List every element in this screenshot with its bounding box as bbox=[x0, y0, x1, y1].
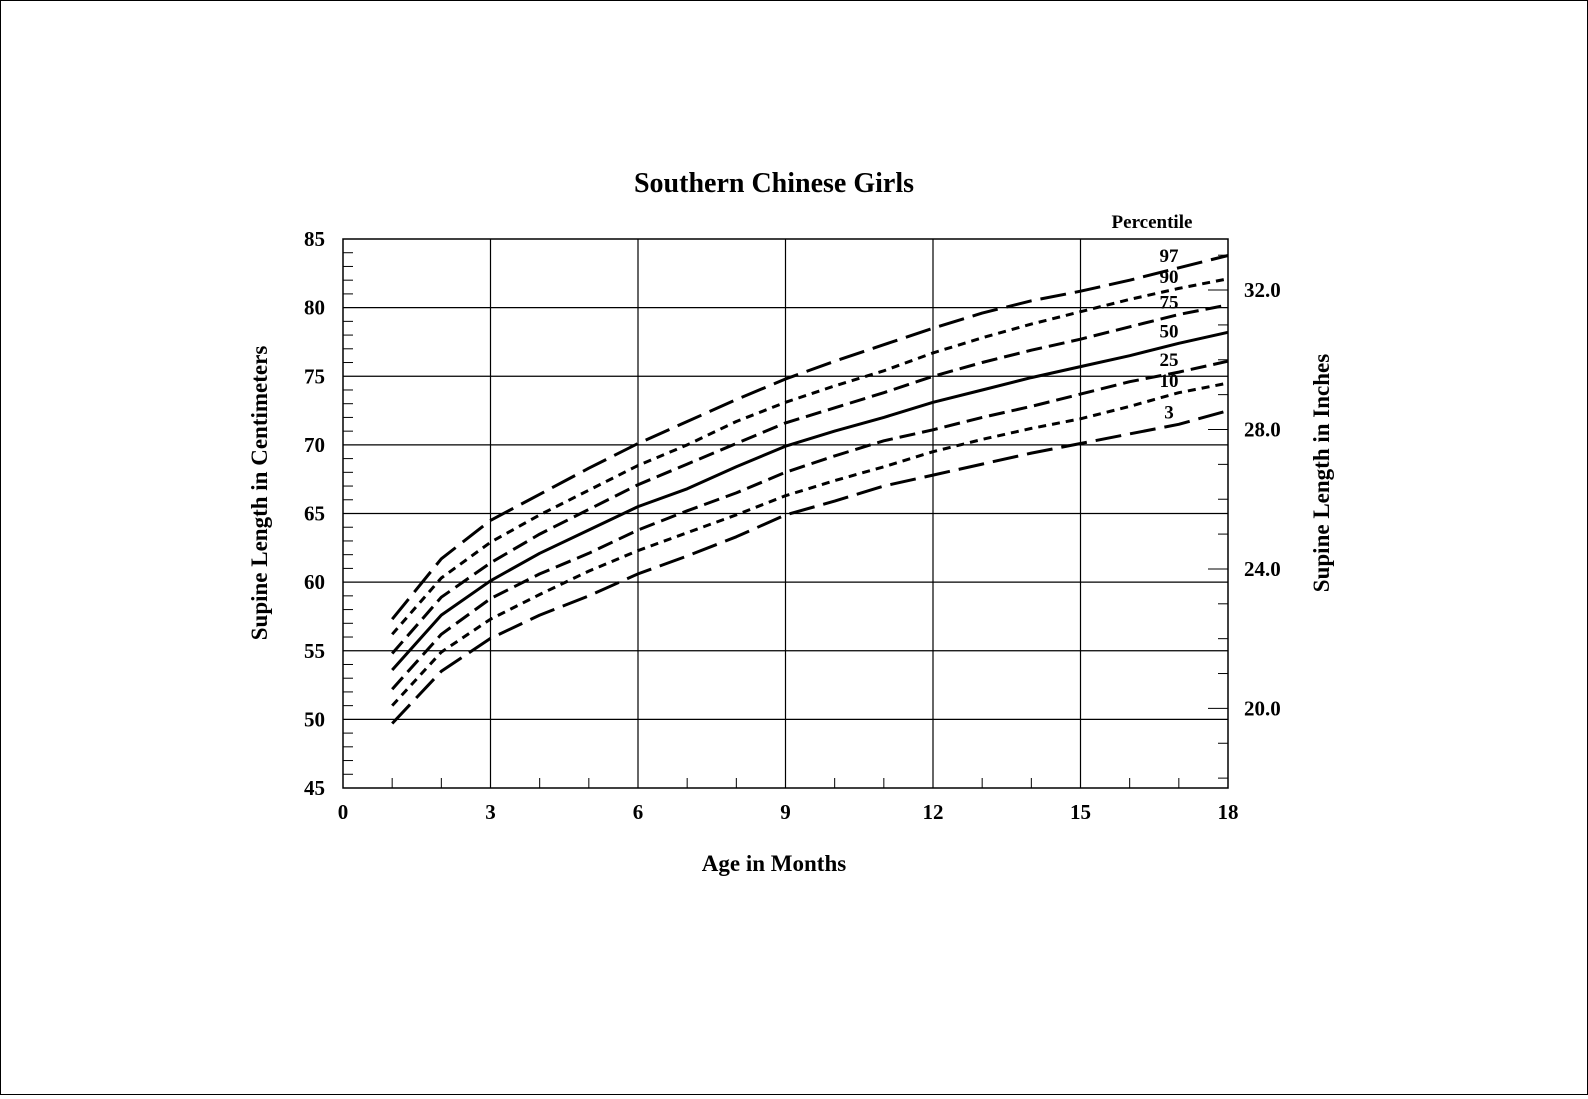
y-tick-label: 55 bbox=[304, 639, 325, 663]
series-label-p75: 75 bbox=[1160, 292, 1179, 313]
series-line-p50 bbox=[391, 330, 1229, 671]
y-tick-label: 80 bbox=[304, 296, 325, 320]
series-label-p90: 90 bbox=[1160, 267, 1179, 288]
series-line-p90 bbox=[391, 277, 1229, 636]
y-tick-label: 75 bbox=[304, 364, 325, 388]
y-tick-label: 70 bbox=[304, 433, 325, 457]
series-label-p25: 25 bbox=[1160, 350, 1179, 371]
x-axis-label: Age in Months bbox=[702, 851, 846, 876]
x-tick-label: 6 bbox=[633, 800, 644, 824]
x-tick-label: 9 bbox=[780, 800, 791, 824]
series-label-p50: 50 bbox=[1160, 321, 1179, 342]
axis-ticks: 45 50 55 60 65 70 75 80 85 0 3 6 9 12 15 18 20.0 24.0 28.0… bbox=[304, 227, 1281, 824]
y-axis-label-left: Supine Length in Centimeters bbox=[247, 346, 272, 641]
x-tick-label: 3 bbox=[485, 800, 496, 824]
series-line-p75 bbox=[391, 303, 1229, 655]
series-line-p25 bbox=[391, 359, 1229, 691]
plot-area-border bbox=[342, 238, 1229, 789]
series-line-p3 bbox=[391, 409, 1229, 725]
x-tick-label: 15 bbox=[1070, 800, 1091, 824]
x-tick-label: 18 bbox=[1218, 800, 1239, 824]
percentile-lines bbox=[391, 254, 1229, 725]
y-tick-label: 50 bbox=[304, 707, 325, 731]
y-right-tick-label: 20.0 bbox=[1244, 696, 1281, 720]
x-tick-label: 12 bbox=[923, 800, 944, 824]
y-tick-label: 85 bbox=[304, 227, 325, 251]
y-tick-label: 65 bbox=[304, 502, 325, 526]
y-right-tick-label: 28.0 bbox=[1244, 418, 1281, 442]
legend-title: Percentile bbox=[1112, 212, 1193, 233]
series-label-p3: 3 bbox=[1164, 402, 1174, 423]
y-axis-label-right: Supine Length in Inches bbox=[1309, 354, 1334, 592]
series-line-p97 bbox=[391, 254, 1229, 621]
series-label-p97: 97 bbox=[1160, 246, 1180, 267]
y-right-tick-label: 32.0 bbox=[1244, 278, 1281, 302]
y-tick-label: 45 bbox=[304, 776, 325, 800]
y-tick-label: 60 bbox=[304, 570, 325, 594]
grid bbox=[343, 239, 1228, 788]
y-right-tick-label: 24.0 bbox=[1244, 557, 1281, 581]
chart-title: Southern Chinese Girls bbox=[634, 168, 914, 199]
series-line-p10 bbox=[391, 381, 1229, 707]
x-tick-label: 0 bbox=[338, 800, 349, 824]
series-label-p10: 10 bbox=[1160, 371, 1179, 392]
